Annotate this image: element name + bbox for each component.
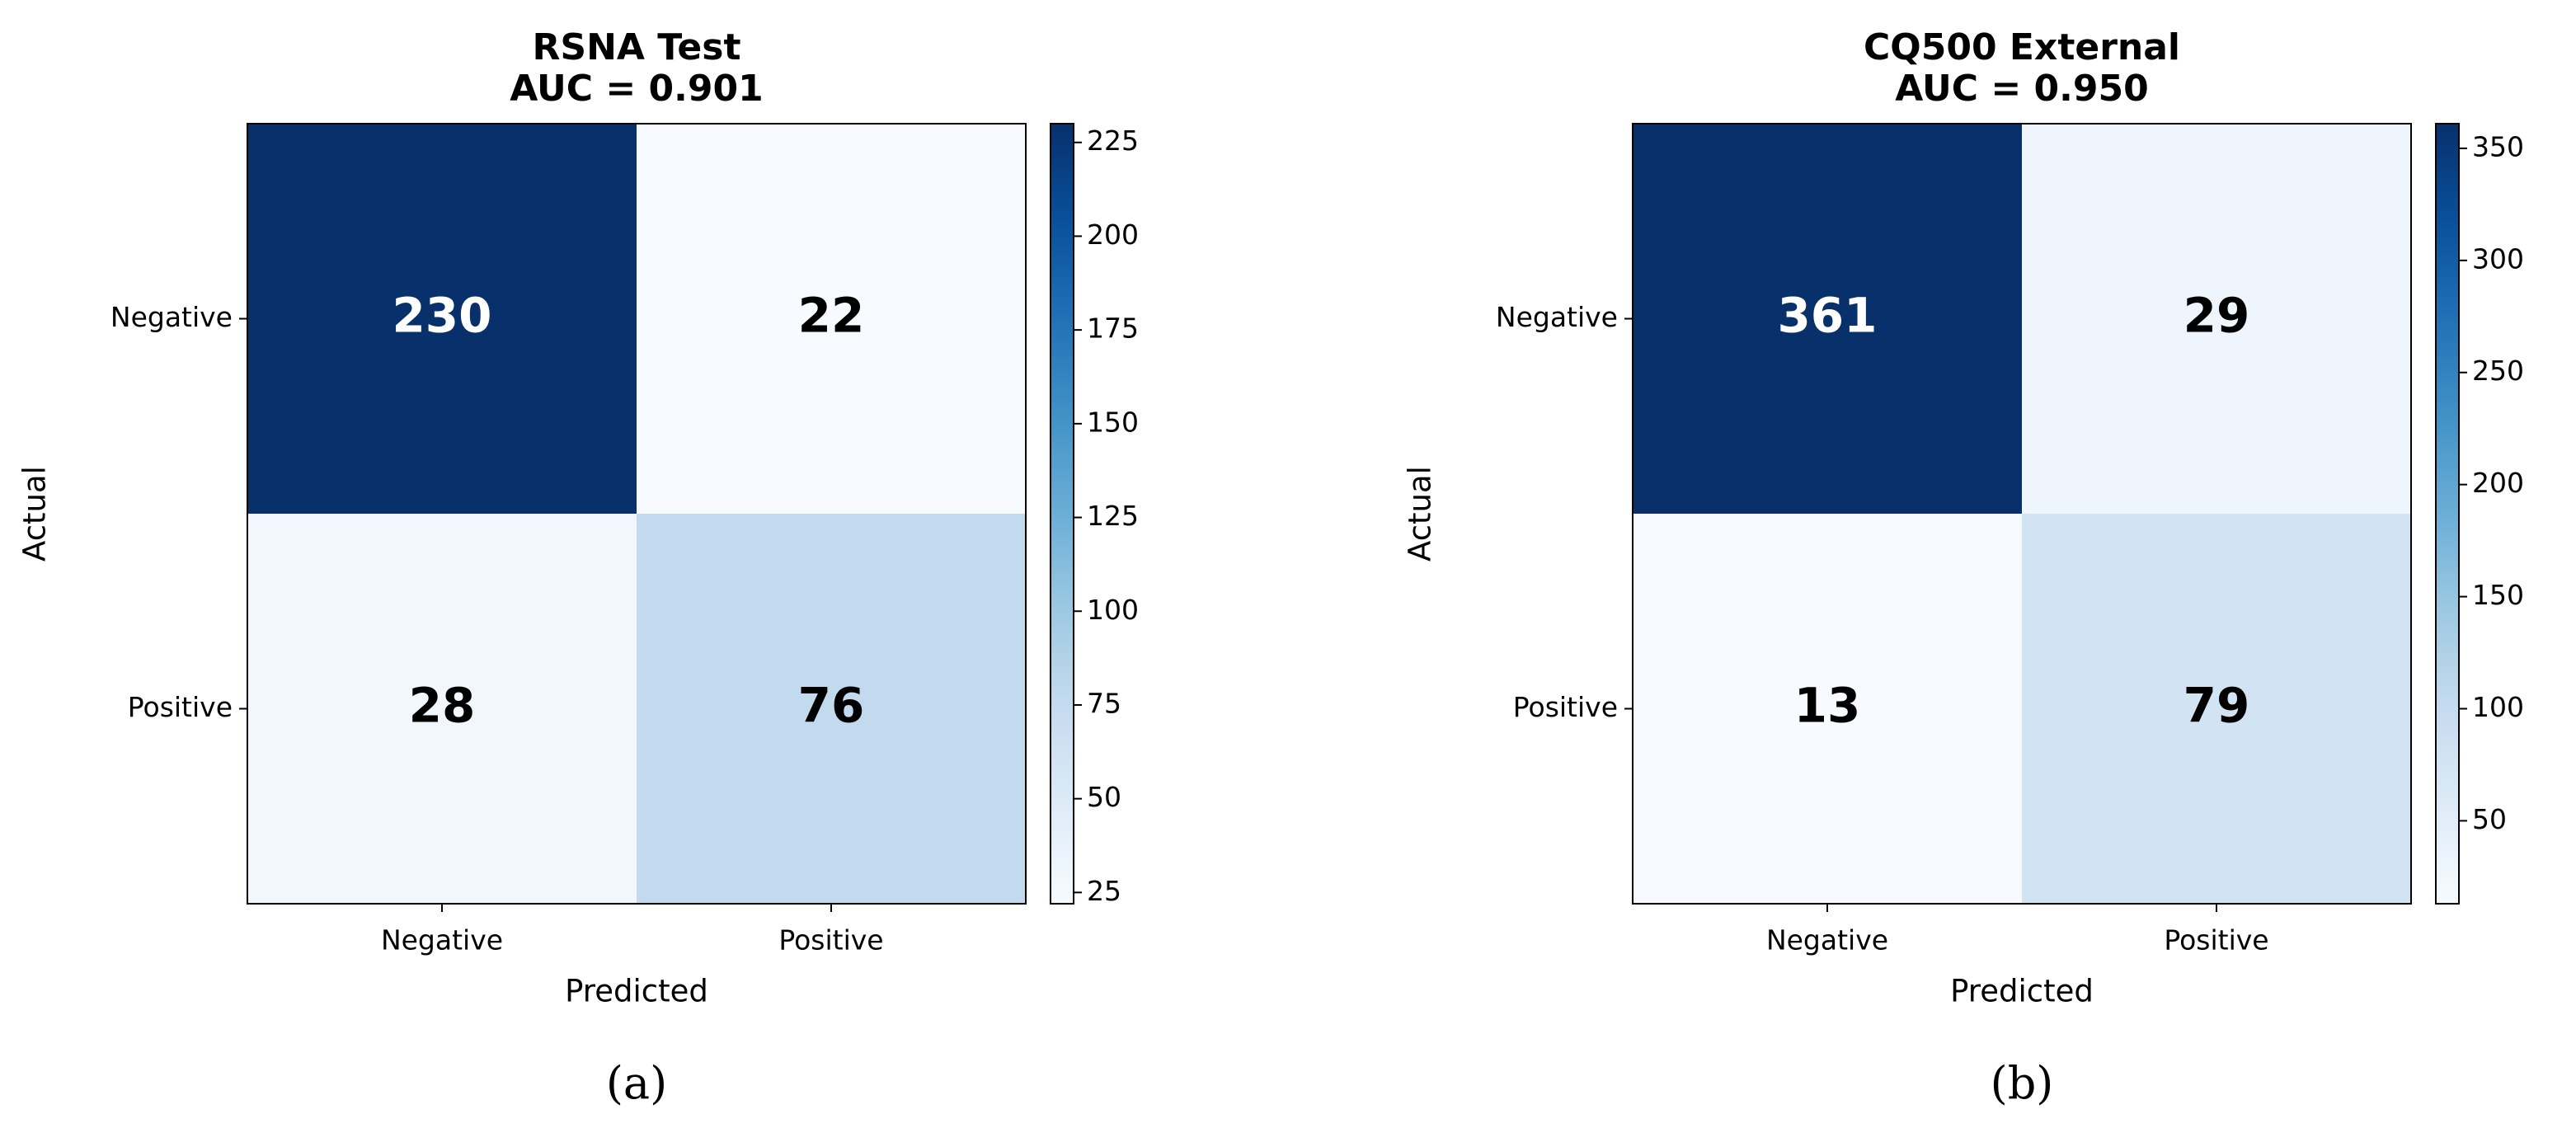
colorbar-tick-label: 150 bbox=[1087, 406, 1139, 438]
chart-subtitle: AUC = 0.901 bbox=[510, 68, 763, 110]
y-tick-label: Positive bbox=[128, 691, 233, 723]
x-tick-label: Negative bbox=[381, 924, 503, 956]
y-axis-label: Actual bbox=[1403, 466, 1438, 562]
colorbar-tick-label: 175 bbox=[1087, 313, 1139, 345]
x-tick-label: Positive bbox=[778, 924, 883, 956]
heatmap-cell bbox=[2022, 124, 2412, 515]
cell-label: 79 bbox=[2183, 678, 2250, 734]
x-axis-label: Predicted bbox=[565, 974, 708, 1009]
y-tick-label: Positive bbox=[1513, 691, 1618, 723]
y-axis-label: Actual bbox=[17, 466, 53, 562]
panel-label: (b) bbox=[1991, 1057, 2054, 1109]
colorbar-tick-label: 350 bbox=[2472, 130, 2524, 162]
heatmap-cell bbox=[2022, 514, 2412, 905]
heatmap-cell bbox=[637, 124, 1027, 515]
colorbar-tick-label: 100 bbox=[1087, 594, 1139, 626]
colorbar-tick-label: 100 bbox=[2472, 691, 2524, 723]
colorbar bbox=[2435, 123, 2460, 905]
cell-label: 29 bbox=[2183, 288, 2250, 344]
colorbar-tick-label: 50 bbox=[1087, 781, 1121, 813]
plot-frame bbox=[247, 123, 1027, 905]
colorbar-tick-label: 250 bbox=[2472, 355, 2524, 387]
x-tick-label: Negative bbox=[1766, 924, 1888, 956]
colorbar-tick-label: 125 bbox=[1087, 500, 1139, 532]
cell-label: 13 bbox=[1794, 678, 1861, 734]
cell-label: 28 bbox=[409, 678, 476, 734]
y-tick-label: Negative bbox=[1496, 301, 1618, 333]
colorbar-tick-label: 150 bbox=[2472, 579, 2524, 611]
heatmap-cell bbox=[247, 514, 637, 905]
heatmap-cell bbox=[1633, 514, 2023, 905]
heatmap-cell bbox=[247, 124, 637, 515]
plot-frame bbox=[1632, 123, 2412, 905]
cell-label: 361 bbox=[1777, 288, 1877, 344]
colorbar-tick-label: 200 bbox=[2472, 467, 2524, 499]
panel-label: (a) bbox=[606, 1057, 667, 1109]
chart-title: CQ500 External bbox=[1864, 26, 2180, 68]
y-tick-label: Negative bbox=[110, 301, 233, 333]
colorbar bbox=[1050, 123, 1074, 905]
colorbar-tick-label: 75 bbox=[1087, 687, 1121, 719]
cell-label: 22 bbox=[798, 288, 865, 344]
heatmap-cell bbox=[1633, 124, 2023, 515]
cell-label: 230 bbox=[392, 288, 491, 344]
cell-label: 76 bbox=[798, 678, 865, 734]
colorbar-tick-label: 225 bbox=[1087, 125, 1139, 157]
colorbar-tick-label: 25 bbox=[1087, 875, 1121, 907]
x-axis-label: Predicted bbox=[1950, 974, 2094, 1009]
chart-subtitle: AUC = 0.950 bbox=[1895, 68, 2148, 110]
heatmap-cell bbox=[637, 514, 1027, 905]
x-tick-label: Positive bbox=[2164, 924, 2268, 956]
colorbar-tick-label: 200 bbox=[1087, 219, 1139, 251]
colorbar-tick-label: 50 bbox=[2472, 803, 2507, 835]
chart-title: RSNA Test bbox=[533, 26, 741, 68]
colorbar-tick-label: 300 bbox=[2472, 242, 2524, 275]
